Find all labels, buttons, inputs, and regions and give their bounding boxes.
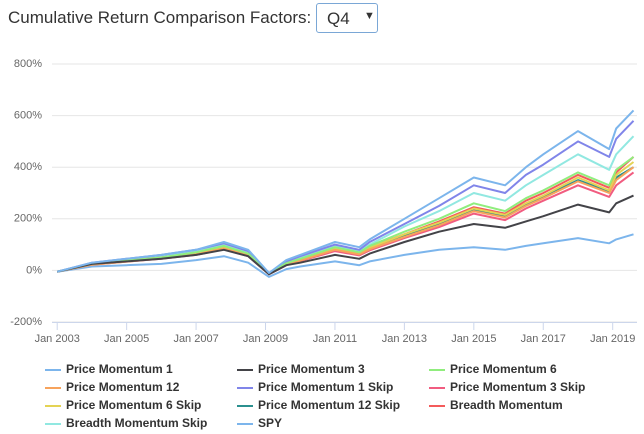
y-tick-label: 800% bbox=[14, 58, 42, 70]
legend-label: Price Momentum 6 bbox=[450, 362, 557, 376]
legend-label: Price Momentum 1 Skip bbox=[258, 380, 393, 394]
legend-label: Price Momentum 12 bbox=[66, 380, 180, 394]
series-line bbox=[56, 120, 635, 274]
legend-label: Price Momentum 1 bbox=[66, 362, 173, 376]
series-line bbox=[57, 171, 635, 276]
dropdown-arrow: ▼ bbox=[364, 10, 375, 22]
x-tick-label: Jan 2015 bbox=[451, 333, 496, 345]
series-line bbox=[57, 233, 634, 278]
page-title: Cumulative Return Comparison Factors: bbox=[8, 8, 312, 27]
x-tick-label: Jan 2005 bbox=[104, 333, 149, 345]
legend-label: Price Momentum 12 Skip bbox=[258, 398, 400, 412]
y-tick-label: -200% bbox=[10, 316, 42, 328]
legend-label: SPY bbox=[258, 416, 282, 430]
x-tick-label: Jan 2011 bbox=[313, 333, 357, 345]
series-line bbox=[57, 166, 635, 275]
x-tick-label: Jan 2019 bbox=[590, 333, 635, 345]
y-tick-label: 200% bbox=[14, 213, 42, 225]
series-line bbox=[56, 156, 635, 275]
x-tick-label: Jan 2013 bbox=[382, 333, 427, 345]
legend-label: Breadth Momentum bbox=[450, 398, 563, 412]
x-tick-label: Jan 2009 bbox=[243, 333, 288, 345]
legend-label: Price Momentum 6 Skip bbox=[66, 398, 201, 412]
series-line bbox=[56, 109, 635, 274]
quartile-select[interactable]: Q4 ▼ bbox=[316, 3, 378, 33]
x-tick-label: Jan 2017 bbox=[521, 333, 566, 345]
selected-value: Q4 bbox=[327, 9, 350, 28]
y-tick-label: 400% bbox=[14, 161, 42, 173]
x-tick-label: Jan 2003 bbox=[35, 333, 80, 345]
legend-label: Price Momentum 3 bbox=[258, 362, 365, 376]
series-line bbox=[56, 194, 634, 276]
legend-label: Breadth Momentum Skip bbox=[66, 416, 207, 430]
series-line bbox=[56, 166, 635, 275]
x-tick-label: Jan 2007 bbox=[173, 333, 218, 345]
y-tick-label: 0% bbox=[26, 264, 42, 276]
legend-label: Price Momentum 3 Skip bbox=[450, 380, 585, 394]
series-line bbox=[56, 135, 635, 274]
series-line bbox=[56, 156, 635, 275]
series-line bbox=[56, 161, 635, 275]
y-tick-label: 600% bbox=[14, 110, 42, 122]
